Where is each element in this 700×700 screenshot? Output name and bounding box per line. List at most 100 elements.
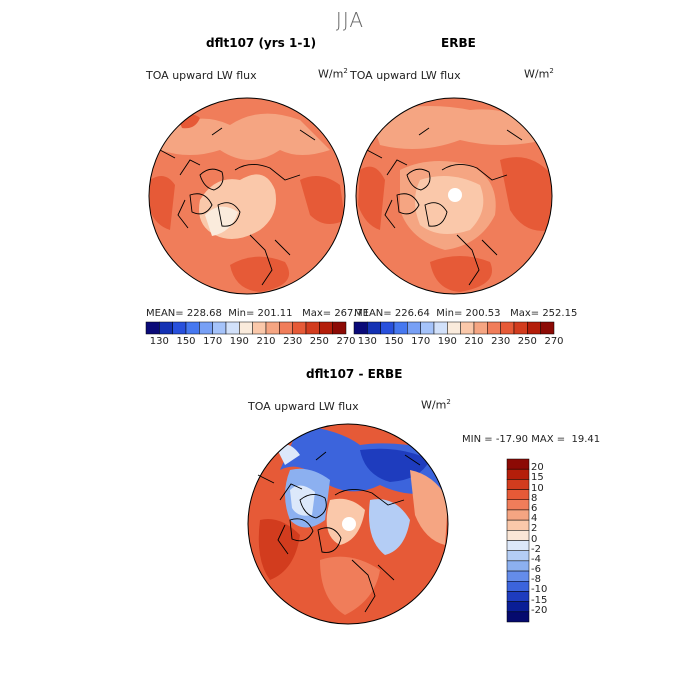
colorbar-swatch	[513, 321, 528, 335]
colorbar-level-label: -15	[531, 594, 548, 606]
colorbar-swatch	[506, 550, 530, 562]
colorbar-swatch	[145, 321, 160, 335]
colorbar-swatch	[239, 321, 253, 335]
panel-2-max-label: Max=	[510, 308, 540, 319]
colorbar-swatch	[172, 321, 187, 335]
colorbar-swatch	[487, 321, 501, 335]
panel-1-units: W/m2	[318, 67, 348, 81]
colorbar-tick-label: 270	[544, 336, 564, 347]
season-title: JJA	[335, 8, 365, 32]
colorbar-level-label: 2	[531, 523, 538, 535]
panel-1-max: 267.71	[334, 308, 370, 319]
panel-1-variable: TOA upward LW flux	[146, 69, 257, 82]
colorbar-swatch	[527, 321, 541, 335]
colorbar-tick-label: 190	[437, 336, 457, 347]
colorbar-swatch	[199, 321, 213, 335]
colorbar-tick-label: 250	[517, 336, 537, 347]
panel-1-min-label: Min=	[228, 308, 255, 319]
diff-max-label: MAX =	[531, 434, 566, 445]
colorbar-swatch	[506, 499, 530, 511]
diff-units: W/m2	[421, 398, 451, 412]
colorbar-tick-label: 230	[283, 336, 303, 347]
colorbar-swatch	[506, 509, 530, 521]
diff-min: -17.90	[495, 434, 529, 445]
diff-title: dflt107 - ERBE	[306, 367, 403, 381]
colorbar-swatch	[506, 489, 530, 500]
colorbar-tick-label: 250	[309, 336, 329, 347]
panel-2-min: 200.53	[465, 308, 501, 319]
colorbar-tick-label: 170	[411, 336, 431, 347]
panel-2-min-label: Min=	[436, 308, 463, 319]
colorbar-swatch	[506, 581, 530, 592]
colorbar-tick-label: 150	[176, 336, 196, 347]
colorbar-swatch	[393, 321, 408, 335]
colorbar-swatch	[506, 611, 530, 623]
panel-2-mean-label: MEAN=	[354, 308, 392, 319]
colorbar-tick-label: 130	[357, 336, 377, 347]
colorbar-swatch	[252, 321, 267, 335]
colorbar-level-label: -2	[531, 543, 541, 555]
colorbar-swatch	[506, 560, 530, 572]
colorbar-swatch	[305, 321, 320, 335]
colorbar-swatch	[420, 321, 435, 335]
panel-1-mean: 228.68	[186, 308, 222, 319]
colorbar-swatch	[185, 321, 200, 335]
diff-min-label: MIN =	[462, 434, 493, 445]
colorbar-tick-label: 270	[336, 336, 356, 347]
diff-variable: TOA upward LW flux	[248, 400, 359, 413]
colorbar-level-label: 8	[531, 492, 538, 504]
colorbar-swatch	[460, 321, 475, 335]
colorbar-swatch	[212, 321, 227, 335]
colorbar-swatch	[279, 321, 293, 335]
colorbar-swatch	[433, 321, 448, 335]
colorbar-swatch	[506, 458, 530, 470]
colorbar-swatch	[159, 321, 173, 335]
map-model	[148, 97, 346, 295]
panel-2-variable: TOA upward LW flux	[350, 69, 461, 82]
colorbar-difference	[506, 458, 530, 623]
colorbar-level-label: 15	[531, 472, 544, 484]
colorbar-swatch	[506, 540, 530, 551]
colorbar-tick-label: 170	[203, 336, 223, 347]
colorbar-tick-label: 230	[491, 336, 511, 347]
colorbar-swatch	[506, 519, 530, 531]
colorbar-swatch	[380, 321, 395, 335]
diff-minmax: MIN = -17.90 MAX = 19.41	[462, 434, 600, 445]
colorbar-level-label: 10	[531, 482, 544, 494]
colorbar-swatch	[225, 321, 240, 335]
panel-2-units: W/m2	[524, 67, 554, 81]
colorbar-erbe	[353, 321, 555, 335]
colorbar-swatch	[540, 321, 555, 335]
colorbar-swatch	[506, 570, 530, 582]
colorbar-swatch	[353, 321, 368, 335]
colorbar-swatch	[407, 321, 421, 335]
panel-1-title: dflt107 (yrs 1-1)	[206, 36, 317, 50]
colorbar-level-label: 20	[531, 462, 544, 474]
colorbar-swatch	[506, 479, 530, 490]
map-difference	[247, 423, 449, 625]
colorbar-swatch	[319, 321, 333, 335]
colorbar-swatch	[367, 321, 381, 335]
colorbar-swatch	[506, 591, 530, 602]
colorbar-level-label: -20	[531, 604, 548, 616]
panel-2-stats: MEAN= 226.64 Min= 200.53 Max= 252.15	[354, 308, 577, 319]
colorbar-level-label: 0	[531, 533, 538, 545]
colorbar-model	[145, 321, 347, 335]
colorbar-tick-label: 150	[384, 336, 404, 347]
colorbar-swatch	[292, 321, 307, 335]
panel-1-stats: MEAN= 228.68 Min= 201.11 Max= 267.71	[146, 308, 369, 319]
map-erbe	[355, 97, 553, 295]
colorbar-level-label: -6	[531, 564, 541, 576]
diff-max: 19.41	[571, 434, 601, 445]
colorbar-level-label: -10	[531, 584, 548, 596]
colorbar-swatch	[506, 530, 530, 541]
colorbar-level-label: -4	[531, 553, 541, 565]
colorbar-swatch	[265, 321, 280, 335]
colorbar-tick-label: 130	[149, 336, 169, 347]
panel-2-title: ERBE	[441, 36, 476, 50]
panel-1-mean-label: MEAN=	[146, 308, 184, 319]
colorbar-swatch	[447, 321, 461, 335]
colorbar-tick-label: 210	[464, 336, 484, 347]
colorbar-swatch	[332, 321, 347, 335]
